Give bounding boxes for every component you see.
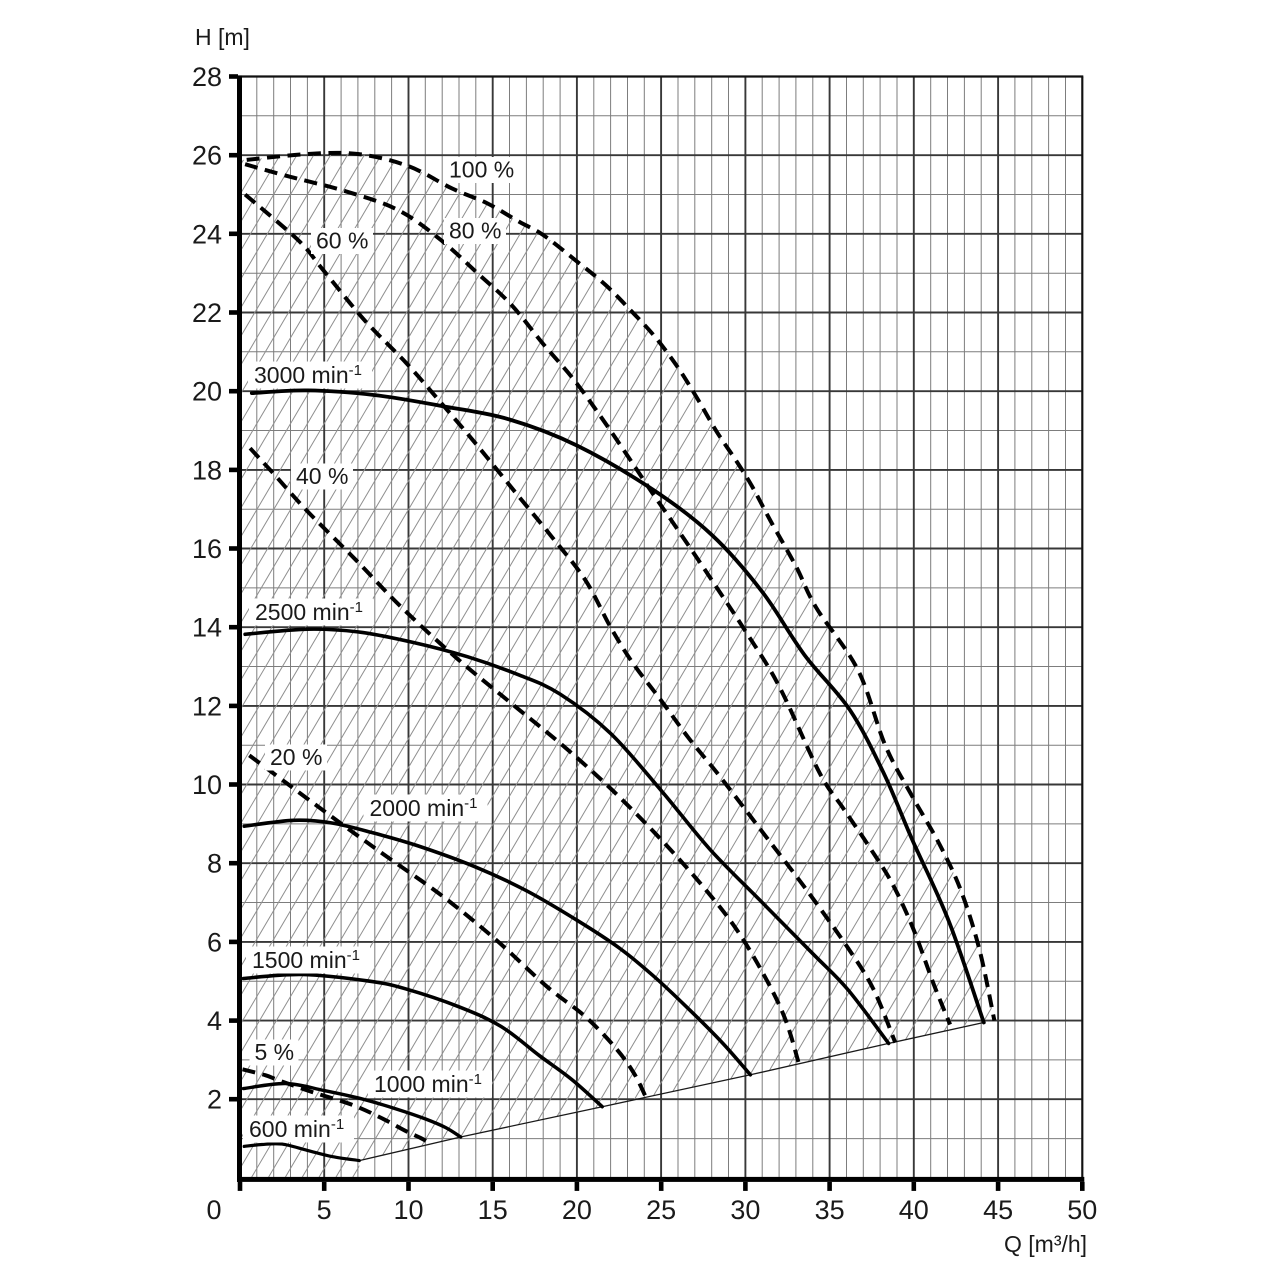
svg-text:Q [m³/h]: Q [m³/h] [1004,1231,1087,1257]
svg-text:5: 5 [317,1195,332,1225]
svg-text:2: 2 [207,1085,222,1115]
svg-text:40: 40 [899,1195,929,1225]
svg-text:1000 min-1: 1000 min-1 [374,1071,482,1097]
svg-text:28: 28 [192,62,222,92]
svg-text:100 %: 100 % [449,157,514,183]
svg-text:2500 min-1: 2500 min-1 [255,599,363,625]
svg-text:26: 26 [192,141,222,171]
svg-text:10: 10 [393,1195,423,1225]
svg-text:20: 20 [192,377,222,407]
svg-text:80 %: 80 % [449,218,501,244]
svg-text:45: 45 [983,1195,1013,1225]
svg-text:20: 20 [562,1195,592,1225]
svg-text:35: 35 [815,1195,845,1225]
svg-text:30: 30 [730,1195,760,1225]
svg-text:15: 15 [478,1195,508,1225]
svg-text:6: 6 [207,927,222,957]
svg-text:60 %: 60 % [316,228,368,254]
svg-text:18: 18 [192,455,222,485]
svg-text:16: 16 [192,534,222,564]
svg-text:24: 24 [192,219,222,249]
svg-text:14: 14 [192,613,222,643]
svg-text:5 %: 5 % [255,1039,295,1065]
svg-text:25: 25 [646,1195,676,1225]
svg-text:3000 min-1: 3000 min-1 [254,362,362,388]
svg-text:50: 50 [1067,1195,1097,1225]
svg-text:2000 min-1: 2000 min-1 [370,795,478,821]
svg-text:40 %: 40 % [296,463,348,489]
svg-text:8: 8 [207,849,222,879]
svg-text:10: 10 [192,770,222,800]
svg-text:22: 22 [192,298,222,328]
svg-text:12: 12 [192,691,222,721]
svg-text:0: 0 [206,1195,221,1225]
svg-text:4: 4 [207,1006,222,1036]
svg-text:20 %: 20 % [270,744,322,770]
svg-text:H [m]: H [m] [195,24,250,50]
svg-text:1500 min-1: 1500 min-1 [252,947,360,973]
svg-text:600 min-1: 600 min-1 [249,1116,344,1142]
